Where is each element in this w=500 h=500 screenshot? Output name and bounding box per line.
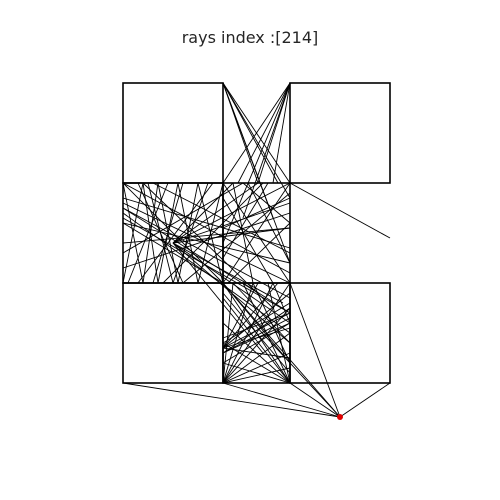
ray-line <box>177 182 199 284</box>
ray-line <box>222 282 254 384</box>
ray-line <box>267 282 291 384</box>
ray-line <box>222 317 291 354</box>
ray-line <box>222 322 291 364</box>
ray-line <box>222 347 291 359</box>
ray-line <box>222 282 259 349</box>
ray-line <box>289 282 341 418</box>
ray-line <box>222 352 291 384</box>
ray-line <box>289 182 391 239</box>
ray-line <box>222 182 269 259</box>
ray-line <box>142 182 159 284</box>
block-square <box>122 282 224 384</box>
ray-line <box>242 82 291 219</box>
ray-line <box>222 82 291 184</box>
ray-line <box>122 227 291 244</box>
ray-line <box>122 197 291 249</box>
ray-line <box>272 282 291 324</box>
ray-line <box>152 182 184 284</box>
ray-line <box>127 182 169 284</box>
ray-line <box>222 282 341 418</box>
ray-line <box>222 82 291 199</box>
ray-line <box>122 182 144 284</box>
block-square <box>122 82 224 184</box>
ray-line <box>222 282 291 364</box>
ray-line <box>152 182 291 254</box>
ray-line <box>222 367 291 384</box>
ray-line <box>232 182 254 284</box>
ray-line <box>222 282 234 384</box>
ray-line <box>272 82 291 184</box>
ray-line <box>222 362 291 384</box>
blocks-layer <box>122 82 391 384</box>
ray-line <box>137 182 184 284</box>
ray-line <box>289 382 341 418</box>
ray-line <box>242 282 291 384</box>
ray-line <box>172 242 291 344</box>
ray-line <box>137 182 214 284</box>
source-point <box>337 414 343 420</box>
ray-line <box>122 182 224 284</box>
ray-line <box>172 227 291 244</box>
ray-line <box>122 207 259 294</box>
ray-line <box>242 182 291 224</box>
ray-line <box>172 182 209 284</box>
ray-line <box>222 332 291 384</box>
rays-layer <box>122 82 391 418</box>
ray-line <box>162 182 264 284</box>
ray-line <box>222 182 291 284</box>
ray-line <box>172 242 264 354</box>
ray-line <box>222 322 291 354</box>
figure-title: rays index :[214] <box>181 28 319 47</box>
ray-line <box>122 212 291 269</box>
ray-line <box>222 197 291 229</box>
ray-line <box>222 292 291 349</box>
ray-line <box>222 297 291 384</box>
ray-line <box>222 382 341 418</box>
block-square <box>289 82 391 184</box>
ray-line <box>222 82 279 184</box>
ray-line <box>247 182 291 264</box>
block-square <box>289 282 391 384</box>
ray-line <box>122 382 341 418</box>
ray-line <box>222 292 291 374</box>
ray-line <box>252 282 291 364</box>
ray-line <box>222 82 291 264</box>
ray-line <box>222 197 274 284</box>
ray-line <box>222 312 291 339</box>
ray-line <box>227 222 291 284</box>
ray-line <box>339 382 391 418</box>
ray-line <box>237 82 291 184</box>
ray-line <box>142 182 274 309</box>
ray-line <box>122 182 291 274</box>
ray-line <box>172 242 284 304</box>
ray-line <box>222 82 291 244</box>
ray-line <box>252 322 341 418</box>
ray-line <box>122 222 291 264</box>
source-layer <box>337 414 343 420</box>
